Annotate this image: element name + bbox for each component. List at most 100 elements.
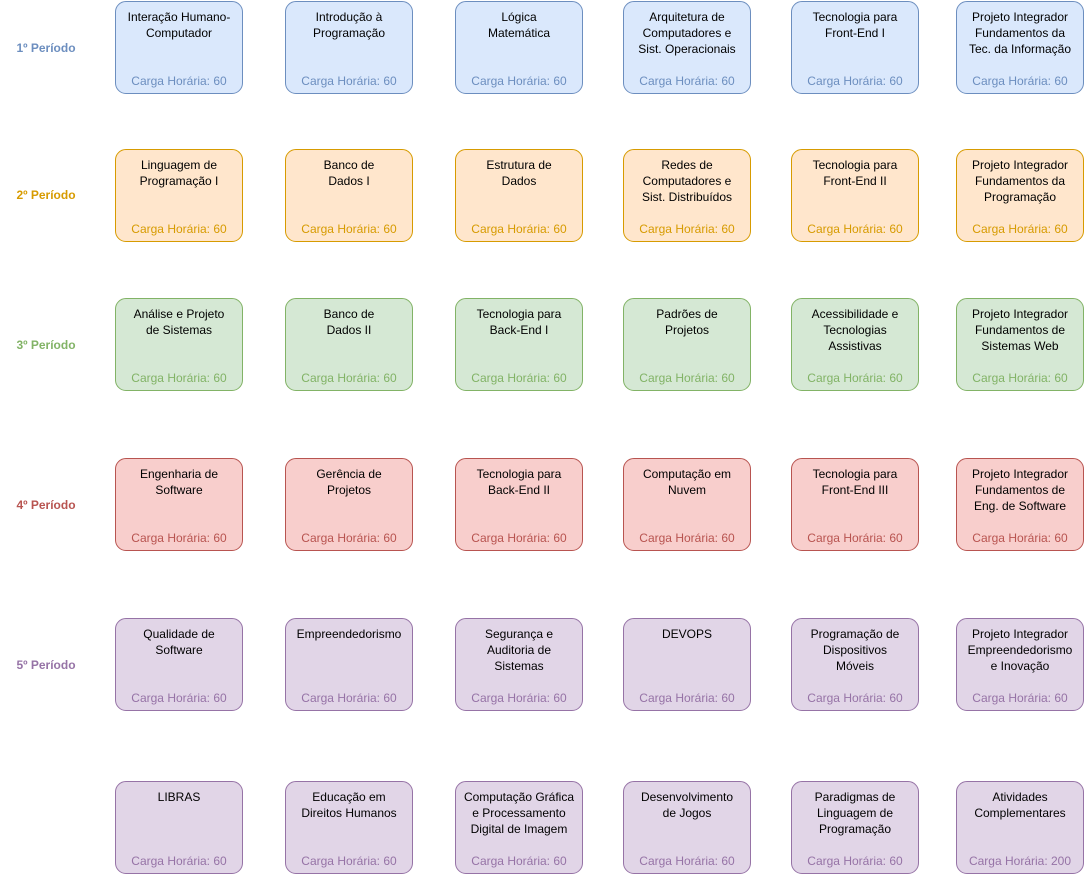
- course-hours: Carga Horária: 60: [471, 74, 567, 88]
- course-card[interactable]: Tecnologia para Back-End I Carga Horária:…: [455, 298, 583, 391]
- course-card[interactable]: Banco de Dados II Carga Horária: 60: [285, 298, 413, 391]
- course-hours: Carga Horária: 60: [639, 691, 735, 705]
- course-hours: Carga Horária: 60: [301, 74, 397, 88]
- course-hours: Carga Horária: 60: [301, 531, 397, 545]
- course-hours: Carga Horária: 60: [807, 222, 903, 236]
- period-label-5: 5º Período: [16, 658, 76, 672]
- course-card[interactable]: Programação de Dispositivos Móveis Carga …: [791, 618, 919, 711]
- course-hours: Carga Horária: 60: [131, 531, 227, 545]
- course-hours: Carga Horária: 60: [972, 222, 1068, 236]
- course-card[interactable]: Linguagem de Programação I Carga Horária:…: [115, 149, 243, 242]
- course-title: Tecnologia para Back-End I: [476, 307, 562, 337]
- course-title: Empreendedorismo: [296, 627, 402, 641]
- course-card[interactable]: Segurança e Auditoria de Sistemas Carga H…: [455, 618, 583, 711]
- course-card[interactable]: Computação Gráfica e Processamento Digit…: [455, 781, 583, 874]
- course-hours: Carga Horária: 200: [968, 854, 1072, 868]
- course-hours: Carga Horária: 60: [131, 222, 227, 236]
- course-card[interactable]: Tecnologia para Front-End I Carga Horária…: [791, 1, 919, 94]
- course-hours: Carga Horária: 60: [301, 371, 397, 385]
- course-hours: Carga Horária: 60: [471, 371, 567, 385]
- course-hours: Carga Horária: 60: [471, 854, 567, 868]
- course-hours: Carga Horária: 60: [972, 371, 1068, 385]
- course-hours: Carga Horária: 60: [972, 691, 1068, 705]
- course-card[interactable]: Atividades Complementares Carga Horária: …: [956, 781, 1084, 874]
- course-hours: Carga Horária: 60: [131, 854, 227, 868]
- course-hours: Carga Horária: 60: [639, 371, 735, 385]
- course-card[interactable]: Tecnologia para Back-End II Carga Horária…: [455, 458, 583, 551]
- course-card[interactable]: Paradigmas de Linguagem de Programação Ca…: [791, 781, 919, 874]
- course-card[interactable]: Tecnologia para Front-End II Carga Horári…: [791, 149, 919, 242]
- period-label-3: 3º Período: [16, 338, 76, 352]
- course-title: Projeto Integrador Fundamentos de Sistem…: [971, 307, 1069, 353]
- course-title: Tecnologia para Back-End II: [476, 467, 562, 497]
- course-title: Computação em Nuvem: [642, 467, 732, 497]
- course-card[interactable]: Análise e Projeto de Sistemas Carga Horár…: [115, 298, 243, 391]
- course-title: Programação de Dispositivos Móveis: [810, 627, 900, 673]
- course-card[interactable]: Padrões de Projetos Carga Horária: 60: [623, 298, 751, 391]
- course-hours: Carga Horária: 60: [807, 691, 903, 705]
- course-card[interactable]: Projeto Integrador Fundamentos da Tec. d…: [956, 1, 1084, 94]
- course-hours: Carga Horária: 60: [807, 371, 903, 385]
- course-hours: Carga Horária: 60: [301, 222, 397, 236]
- course-card[interactable]: LIBRAS Carga Horária: 60: [115, 781, 243, 874]
- course-card[interactable]: Arquitetura de Computadores e Sist. Oper…: [623, 1, 751, 94]
- course-hours: Carga Horária: 60: [807, 74, 903, 88]
- course-hours: Carga Horária: 60: [639, 854, 735, 868]
- course-hours: Carga Horária: 60: [639, 531, 735, 545]
- course-card[interactable]: Estrutura de Dados Carga Horária: 60: [455, 149, 583, 242]
- course-title: Estrutura de Dados: [486, 158, 552, 188]
- course-title: Segurança e Auditoria de Sistemas: [484, 627, 554, 673]
- course-card[interactable]: Gerência de Projetos Carga Horária: 60: [285, 458, 413, 551]
- course-title: Análise e Projeto de Sistemas: [133, 307, 225, 337]
- course-hours: Carga Horária: 60: [807, 531, 903, 545]
- period-label-4: 4º Período: [16, 498, 76, 512]
- course-title: Computação Gráfica e Processamento Digit…: [463, 790, 575, 836]
- course-card[interactable]: Acessibilidade e Tecnologias Assistivas C…: [791, 298, 919, 391]
- period-label-1: 1º Período: [16, 41, 76, 55]
- course-title: Projeto Integrador Empreendedorismo e In…: [967, 627, 1073, 673]
- course-title: Redes de Computadores e Sist. Distribuíd…: [641, 158, 733, 204]
- course-card[interactable]: Educação em Direitos Humanos Carga Horári…: [285, 781, 413, 874]
- course-card[interactable]: Tecnologia para Front-End III Carga Horár…: [791, 458, 919, 551]
- course-hours: Carga Horária: 60: [972, 531, 1068, 545]
- course-title: Arquitetura de Computadores e Sist. Oper…: [638, 10, 736, 56]
- course-card[interactable]: Engenharia de Software Carga Horária: 60: [115, 458, 243, 551]
- course-hours: Carga Horária: 60: [131, 691, 227, 705]
- course-card[interactable]: DEVOPS Carga Horária: 60: [623, 618, 751, 711]
- course-card[interactable]: Banco de Dados I Carga Horária: 60: [285, 149, 413, 242]
- course-title: Banco de Dados II: [323, 307, 375, 337]
- course-title: Banco de Dados I: [323, 158, 375, 188]
- course-title: Tecnologia para Front-End I: [812, 10, 898, 40]
- course-title: Gerência de Projetos: [316, 467, 382, 497]
- course-card[interactable]: Interação Humano- Computador Carga Horári…: [115, 1, 243, 94]
- course-hours: Carga Horária: 60: [639, 74, 735, 88]
- course-card[interactable]: Introdução à Programação Carga Horária: 6…: [285, 1, 413, 94]
- course-card[interactable]: Projeto Integrador Fundamentos da Progra…: [956, 149, 1084, 242]
- course-title: Introdução à Programação: [312, 10, 386, 40]
- course-hours: Carga Horária: 60: [471, 222, 567, 236]
- course-title: Padrões de Projetos: [656, 307, 718, 337]
- course-title: Lógica Matemática: [487, 10, 551, 40]
- course-title: Paradigmas de Linguagem de Programação: [814, 790, 896, 836]
- course-card[interactable]: Empreendedorismo Carga Horária: 60: [285, 618, 413, 711]
- course-hours: Carga Horária: 60: [471, 691, 567, 705]
- course-hours: Carga Horária: 60: [471, 531, 567, 545]
- course-card[interactable]: Projeto Integrador Fundamentos de Sistem…: [956, 298, 1084, 391]
- course-card[interactable]: Projeto Integrador Fundamentos de Eng. d…: [956, 458, 1084, 551]
- course-card[interactable]: Lógica Matemática Carga Horária: 60: [455, 1, 583, 94]
- course-card[interactable]: Projeto Integrador Empreendedorismo e In…: [956, 618, 1084, 711]
- course-title: LIBRAS: [157, 790, 201, 804]
- course-title: Projeto Integrador Fundamentos de Eng. d…: [971, 467, 1069, 513]
- course-title: Projeto Integrador Fundamentos da Progra…: [971, 158, 1069, 204]
- course-hours: Carga Horária: 60: [301, 691, 397, 705]
- course-card[interactable]: Desenvolvimento de Jogos Carga Horária: 6…: [623, 781, 751, 874]
- course-card[interactable]: Redes de Computadores e Sist. Distribuíd…: [623, 149, 751, 242]
- course-title: Educação em Direitos Humanos: [301, 790, 397, 820]
- course-card[interactable]: Qualidade de Software Carga Horária: 60: [115, 618, 243, 711]
- period-label-2: 2º Período: [16, 188, 76, 202]
- course-card[interactable]: Computação em Nuvem Carga Horária: 60: [623, 458, 751, 551]
- course-hours: Carga Horária: 60: [301, 854, 397, 868]
- course-title: Interação Humano- Computador: [127, 10, 231, 40]
- course-hours: Carga Horária: 60: [972, 74, 1068, 88]
- course-title: Projeto Integrador Fundamentos da Tec. d…: [968, 10, 1072, 56]
